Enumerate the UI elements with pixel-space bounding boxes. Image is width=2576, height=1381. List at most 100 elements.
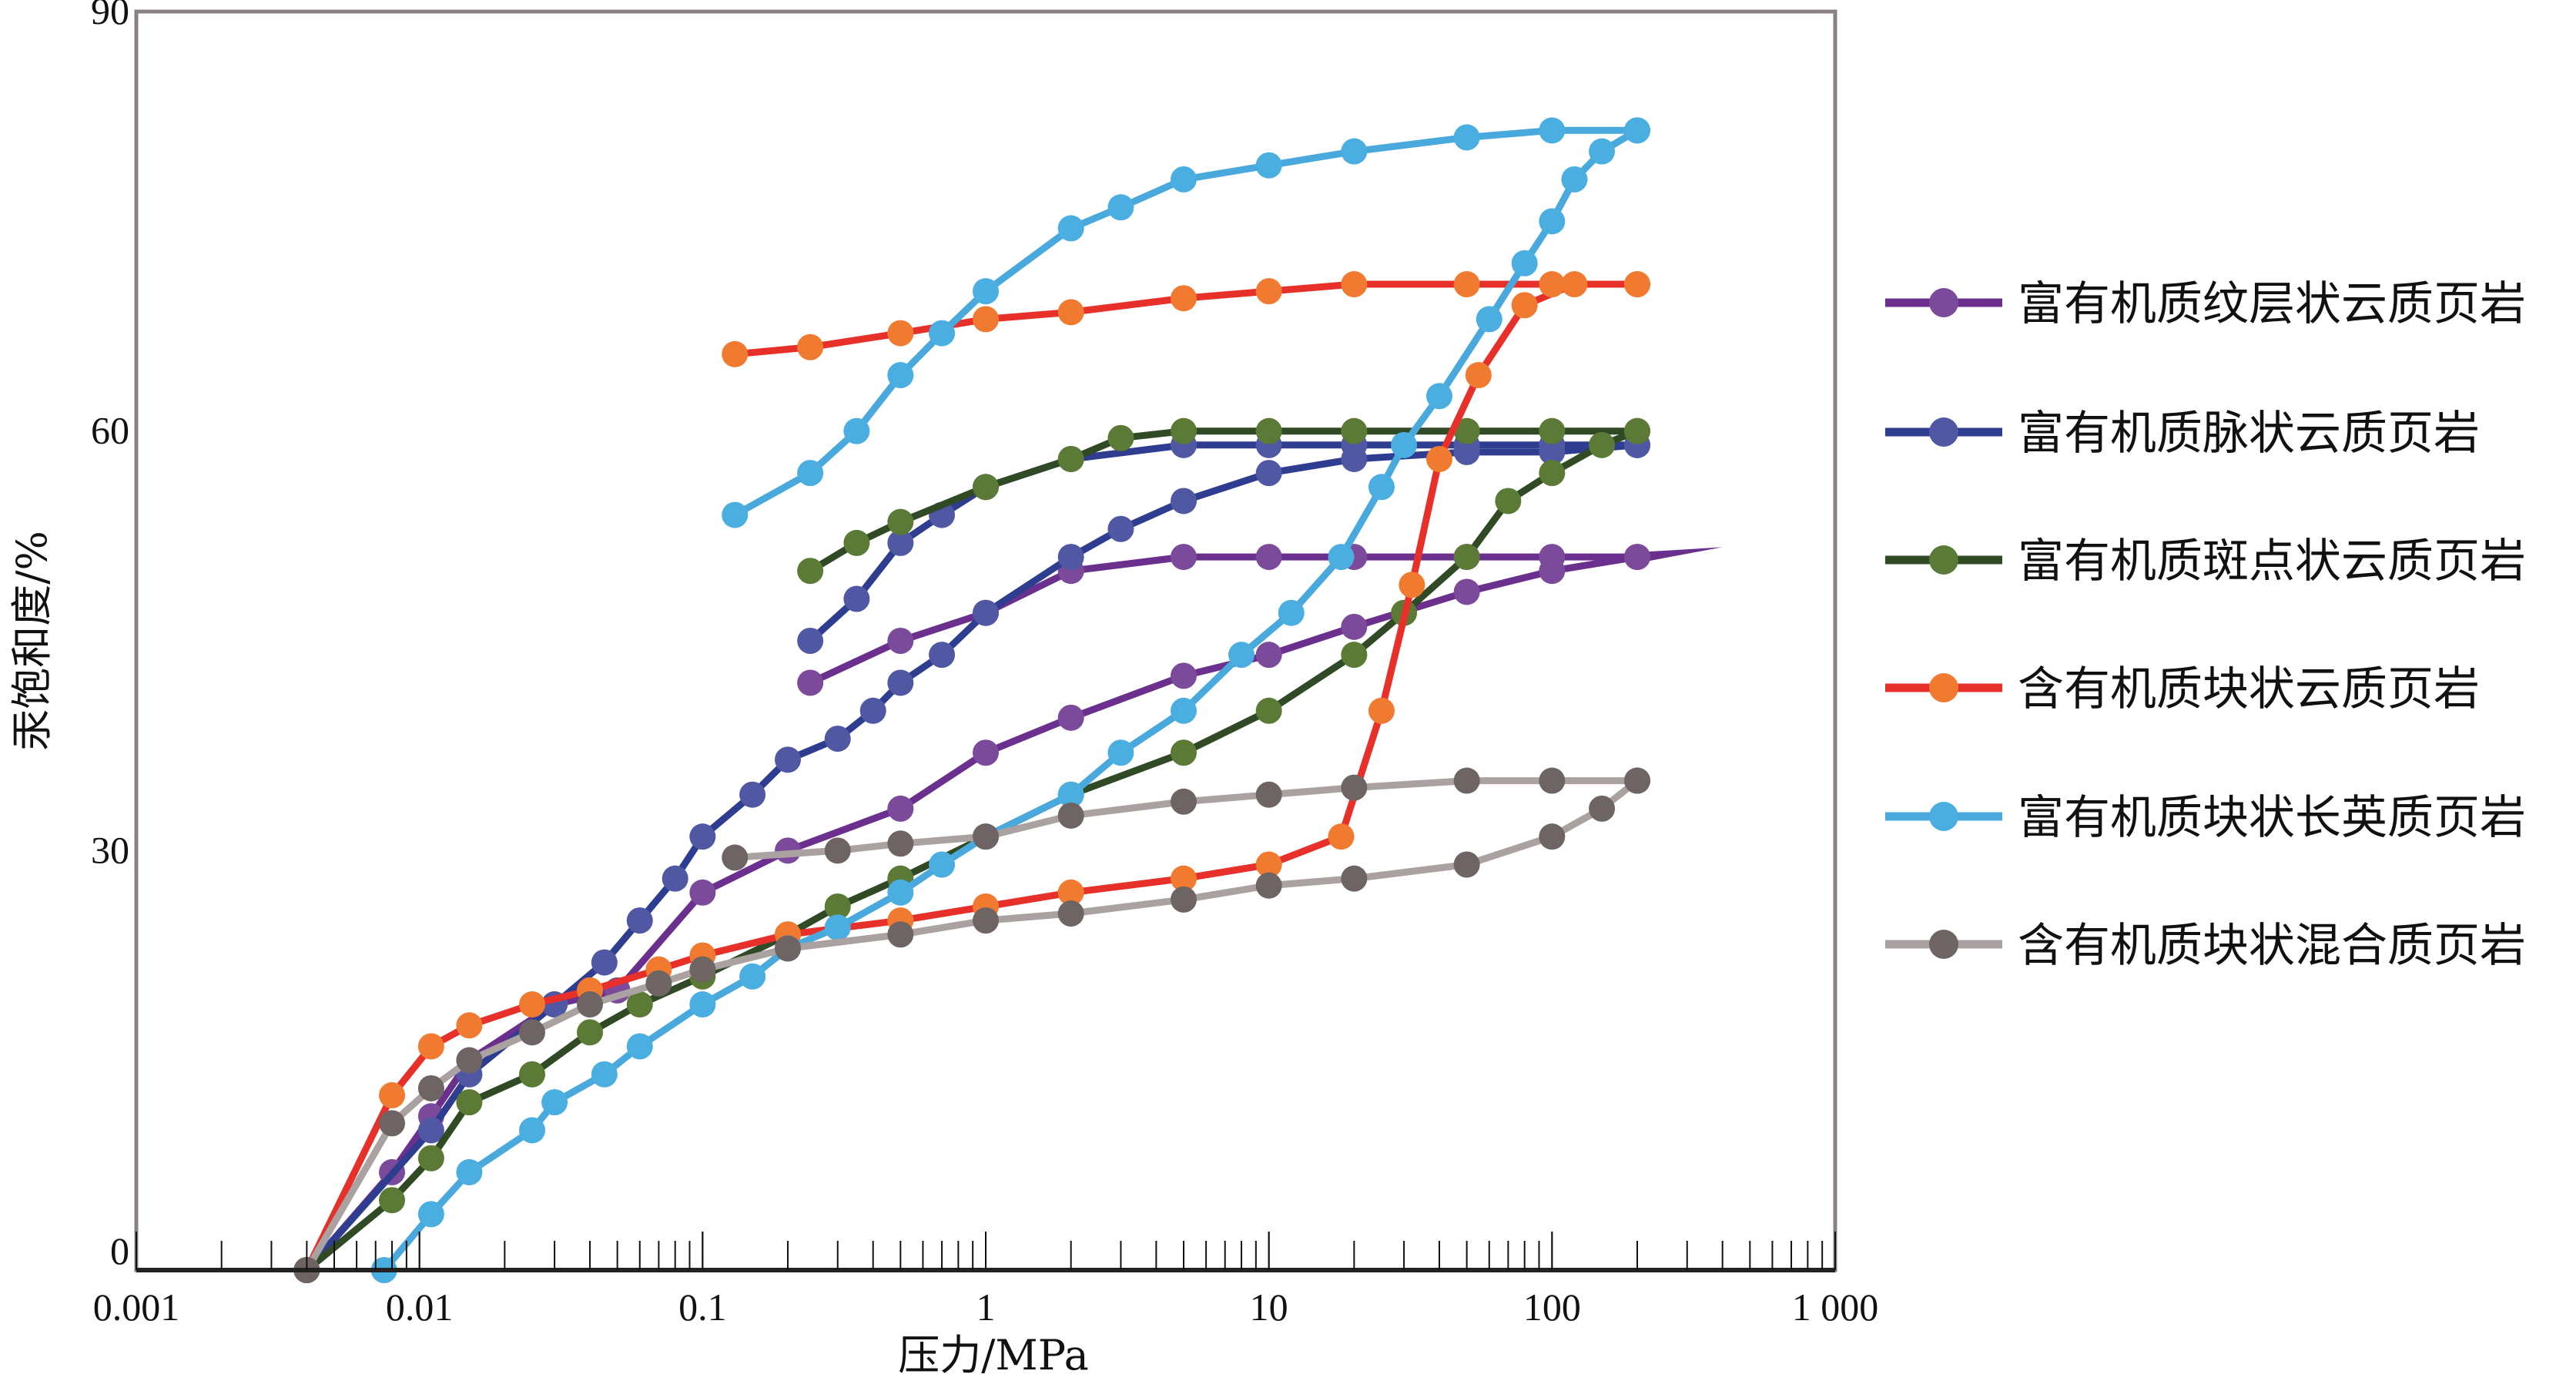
legend-marker-swatch <box>1929 802 1958 831</box>
extrusion-point <box>1255 781 1282 808</box>
intrusion-point <box>1368 697 1395 724</box>
intrusion-point <box>1589 795 1616 822</box>
intrusion-point <box>887 879 914 906</box>
intrusion-point <box>591 949 618 976</box>
extrusion-point <box>973 278 999 305</box>
x-axis-title: 压力/MPa <box>898 1331 1089 1379</box>
legend-item: 富有机质纹层状云质页岩 <box>1885 277 2526 331</box>
intrusion-point <box>1170 865 1197 892</box>
extrusion-point <box>1539 767 1566 794</box>
legend-label: 富有机质斑点状云质页岩 <box>2018 535 2526 588</box>
intrusion-point <box>577 1019 604 1046</box>
intrusion-point <box>1328 544 1355 571</box>
intrusion-point <box>417 1033 444 1060</box>
legend-marker-swatch <box>1929 545 1958 575</box>
intrusion-point <box>859 697 886 724</box>
legend-label: 含有机质块状云质页岩 <box>2018 662 2480 716</box>
intrusion-point <box>1057 781 1084 808</box>
intrusion-point <box>518 1061 545 1088</box>
extrusion-point <box>722 844 749 871</box>
x-axis-tick-labels: 0.001 0.01 0.1 1 10 100 1 000 <box>93 1285 1879 1329</box>
intrusion-point <box>1368 474 1395 501</box>
intrusion-point <box>1057 544 1084 571</box>
intrusion-point <box>456 1047 483 1074</box>
legend-marker-swatch <box>1929 930 1958 959</box>
intrusion-point <box>1391 431 1418 458</box>
intrusion-point <box>1341 865 1368 892</box>
intrusion-point <box>1539 460 1566 487</box>
extrusion-point <box>1170 166 1197 193</box>
intrusion-point <box>1476 306 1502 333</box>
series-2 <box>293 417 1651 1283</box>
intrusion-point <box>1495 488 1522 515</box>
intrusion-point <box>379 1110 406 1137</box>
legend-item: 富有机质斑点状云质页岩 <box>1885 535 2526 588</box>
intrusion-point <box>1426 445 1453 472</box>
intrusion-point <box>1511 292 1538 319</box>
intrusion-point <box>626 1033 653 1060</box>
extrusion-point <box>1255 152 1282 179</box>
x-tick-label: 0.01 <box>386 1285 454 1329</box>
intrusion-point <box>518 1019 545 1046</box>
plot-area <box>293 117 1723 1283</box>
intrusion-point <box>379 1187 406 1214</box>
intrusion-point <box>379 1082 406 1109</box>
intrusion-point <box>1453 544 1480 571</box>
extrusion-point <box>887 362 914 389</box>
intrusion-point <box>417 1117 444 1144</box>
extrusion-point <box>824 837 851 864</box>
extrusion-point <box>1624 544 1651 571</box>
extrusion-point <box>973 306 999 333</box>
extrusion-point <box>1624 117 1651 144</box>
intrusion-point <box>1399 572 1425 598</box>
x-tick-label: 1 <box>976 1285 996 1329</box>
intrusion-point <box>887 921 914 948</box>
intrusion-point <box>929 642 956 669</box>
extrusion-point <box>1170 417 1197 444</box>
intrusion-point <box>1107 739 1134 766</box>
intrusion-point <box>1561 166 1588 193</box>
extrusion-point <box>1453 271 1480 298</box>
extrusion-point <box>1453 417 1480 444</box>
intrusion-point <box>1107 515 1134 542</box>
intrusion-point <box>1453 578 1480 605</box>
intrusion-point <box>456 1012 483 1039</box>
extrusion-line <box>808 441 1637 644</box>
extrusion-point <box>797 460 824 487</box>
extrusion-point <box>1170 285 1197 312</box>
y-tick-label: 0 <box>110 1229 129 1272</box>
intrusion-point <box>1170 662 1197 689</box>
intrusion-point <box>1589 138 1616 165</box>
extrusion-point <box>973 474 999 501</box>
y-tick-label: 90 <box>91 0 129 32</box>
plot-frame <box>134 9 1837 1272</box>
intrusion-point <box>1328 823 1355 850</box>
intrusion-point <box>417 1074 444 1101</box>
intrusion-point <box>456 1089 483 1116</box>
legend-marker-swatch <box>1929 288 1958 317</box>
x-tick-label: 0.1 <box>678 1285 727 1329</box>
extrusion-point <box>797 334 824 360</box>
extrusion-point <box>1539 271 1566 298</box>
extrusion-point <box>1255 544 1282 571</box>
x-tick-label: 0.001 <box>93 1285 180 1329</box>
extrusion-point <box>722 501 749 528</box>
intrusion-point <box>1057 900 1084 927</box>
intrusion-point <box>1170 886 1197 913</box>
extrusion-point <box>1057 445 1084 472</box>
intrusion-point <box>1057 879 1084 906</box>
extrusion-point <box>797 558 824 585</box>
intrusion-point <box>775 746 802 773</box>
extrusion-point <box>1057 299 1084 326</box>
intrusion-point <box>518 1117 545 1144</box>
extrusion-point <box>843 417 870 444</box>
extrusion-point <box>1170 788 1197 815</box>
intrusion-point <box>645 970 672 997</box>
extrusion-point <box>929 320 956 347</box>
extrusion-point <box>1453 767 1480 794</box>
intrusion-point <box>1255 460 1282 487</box>
intrusion-point <box>973 599 999 626</box>
intrusion-point <box>1539 208 1566 235</box>
intrusion-point <box>1170 739 1197 766</box>
